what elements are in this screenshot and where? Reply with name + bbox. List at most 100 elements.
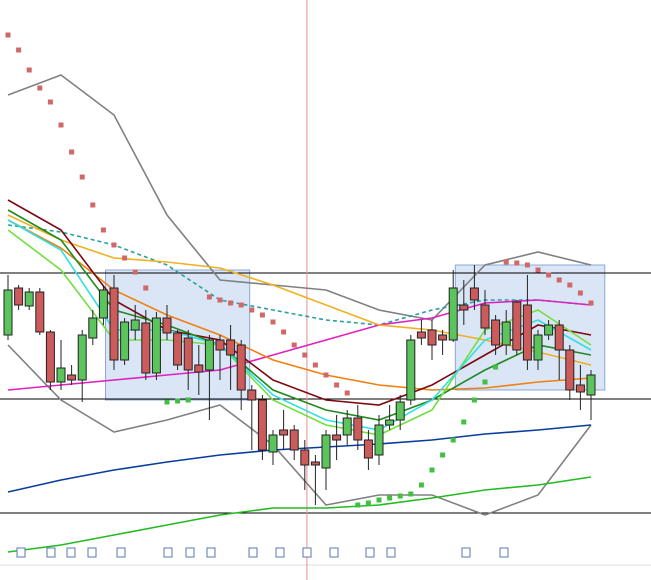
candle-body [88, 317, 98, 339]
candle-body [310, 461, 320, 466]
sar-dot [471, 397, 477, 403]
sar-dot [514, 260, 520, 266]
candle-body [141, 322, 151, 374]
sar-dot [302, 352, 308, 358]
candle-body [268, 434, 278, 453]
candle-body [257, 399, 267, 451]
sar-dot [143, 285, 149, 291]
candle-body [215, 339, 225, 351]
sar-dot [397, 493, 403, 499]
sar-dot [79, 174, 85, 180]
candle-body [204, 339, 214, 371]
candle-body [565, 349, 575, 391]
candle-body [98, 289, 108, 319]
candle-body [194, 364, 204, 373]
sar-dot [26, 67, 32, 73]
sar-dot [482, 379, 488, 385]
sar-dot [58, 122, 64, 128]
indicator-line [7, 199, 592, 406]
sar-dot [344, 390, 350, 396]
indicator-line [7, 299, 592, 391]
indicator-line [7, 224, 592, 326]
sar-dot [206, 294, 212, 300]
candle-body [522, 304, 532, 361]
sar-dot [164, 399, 170, 405]
candle-body [236, 344, 246, 391]
candle-body [130, 319, 140, 331]
candle-body [56, 367, 66, 383]
indicator-line [7, 219, 592, 391]
sar-dot [291, 342, 297, 348]
candle-body [501, 321, 511, 346]
candle-body [151, 317, 161, 374]
sar-dot [238, 302, 244, 308]
sar-dot [69, 149, 75, 155]
sar-dot [100, 227, 106, 233]
candle-body [300, 449, 310, 466]
sar-dot [535, 267, 541, 273]
candle-body [406, 339, 416, 401]
candle-body [14, 287, 24, 306]
sar-dot [355, 502, 361, 508]
sar-dot [387, 495, 393, 501]
sar-dot [493, 364, 499, 370]
sar-dot [461, 419, 467, 425]
indicator-line [7, 476, 592, 553]
candle-body [183, 337, 193, 371]
sar-dot [270, 319, 276, 325]
candle-body [554, 324, 564, 351]
candle-body [342, 417, 352, 436]
candle-body [480, 304, 490, 329]
sar-dot [259, 312, 265, 318]
sar-dot [440, 452, 446, 458]
sar-dot [122, 255, 128, 261]
candle-body [77, 334, 87, 381]
sar-dot [5, 32, 11, 38]
candle-body [173, 332, 183, 366]
sar-dot [450, 437, 456, 443]
sar-dot [312, 362, 318, 368]
sar-dot [556, 277, 562, 283]
candle-body [45, 331, 55, 383]
candle-body [374, 424, 384, 456]
candle-body [35, 291, 45, 333]
candle-body [67, 374, 77, 381]
sar-dot [429, 467, 435, 473]
candle-body [512, 301, 522, 351]
candle-body [3, 289, 13, 336]
sar-dot [418, 482, 424, 488]
candle-body [109, 287, 119, 361]
candle-body [533, 334, 543, 361]
candle-body [491, 319, 501, 346]
sar-dot [567, 282, 573, 288]
sar-dot [503, 259, 509, 265]
candle-body [247, 389, 257, 401]
sar-dot [249, 307, 255, 313]
candle-body [586, 374, 596, 396]
candle-body [427, 329, 437, 346]
candle-body [289, 429, 299, 451]
candle-body [459, 304, 469, 311]
sar-dot [111, 242, 117, 248]
candle-body [448, 287, 458, 341]
candle-body [416, 331, 426, 339]
sar-dot [588, 300, 594, 306]
sar-dot [228, 300, 234, 306]
sar-dot [217, 297, 223, 303]
sar-dot [175, 398, 181, 404]
candle-body [469, 287, 479, 301]
indicator-line [7, 74, 592, 321]
sar-dot [376, 497, 382, 503]
candle-body [353, 417, 363, 441]
sar-dot [365, 500, 371, 506]
sar-dot [47, 99, 53, 105]
candle-body [332, 434, 342, 441]
sar-dot [577, 290, 583, 296]
sar-dot [90, 202, 96, 208]
candle-body [279, 429, 289, 436]
sar-dot [408, 491, 414, 497]
candle-body [120, 321, 130, 361]
indicator-line [7, 424, 592, 493]
sar-dot [37, 85, 43, 91]
